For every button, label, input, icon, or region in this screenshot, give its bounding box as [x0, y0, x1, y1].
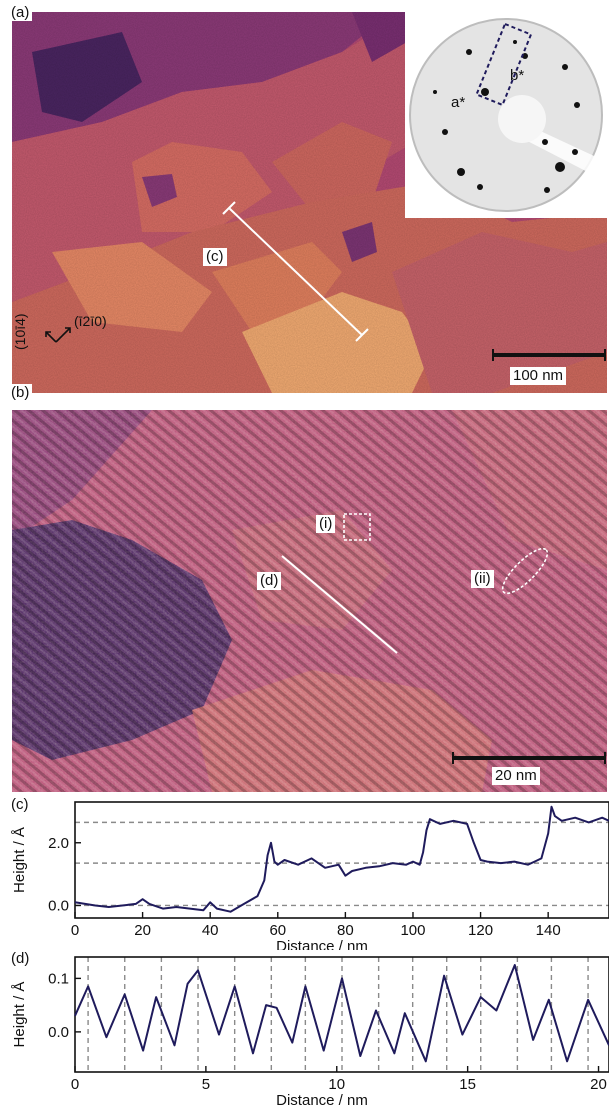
scale-bar-a: [492, 349, 606, 361]
stm-image-atomic: [12, 410, 607, 792]
height-profile-chart-d: 0 5 10 15 20 0.0 0.1 Distance / nm Height / Å: [11, 956, 609, 1107]
x-tick-label: 140: [536, 922, 561, 939]
series-line: [74, 964, 609, 1063]
scale-bar-b-label: 20 nm: [492, 767, 540, 785]
y-tick-label: 2.0: [48, 835, 69, 852]
plot-frame: [74, 801, 609, 919]
y-axis-title: Height / Å: [11, 827, 28, 893]
x-tick-label: 60: [269, 922, 286, 939]
x-tick-label: 40: [202, 922, 219, 939]
leed-inset: a* b*: [405, 12, 607, 218]
x-tick-label: 20: [590, 1076, 607, 1093]
marker-ii-label: (ii): [471, 570, 494, 588]
y-tick-label: 0.1: [48, 970, 69, 987]
y-tick-label: 0.0: [48, 897, 69, 914]
x-tick-label: 120: [468, 922, 493, 939]
panel-a: a* b* (a) (c) (10ī4) (ī2ī0) 100 nm: [0, 0, 609, 395]
line-d-label: (d): [257, 572, 282, 590]
stm-atomic-rows: [12, 410, 607, 792]
panel-a-label: (a): [8, 4, 33, 21]
scale-bar-b: [452, 752, 606, 764]
marker-i-label: (i): [316, 515, 336, 533]
line-c-label: (c): [203, 248, 227, 266]
x-tick-label: 80: [337, 922, 354, 939]
marker-i-box: [343, 513, 371, 541]
panel-d-label: (d): [8, 950, 33, 967]
leed-pattern: a* b*: [409, 18, 607, 212]
series-line: [74, 805, 609, 913]
scale-bar-a-label: 100 nm: [510, 367, 567, 385]
panel-b-label: (b): [8, 384, 33, 401]
x-tick-label: 15: [459, 1076, 476, 1093]
profile-line-d: [281, 555, 398, 654]
x-tick-label: 10: [328, 1076, 345, 1093]
direction-label-right: (ī2ī0): [74, 313, 107, 329]
height-profile-chart-c: 0 20 40 60 80 100 120 140 0.0 2.0 Distance / nm Hei…: [11, 801, 609, 950]
direction-label-left: (10ī4): [12, 313, 28, 350]
x-tick-label: 0: [71, 1076, 79, 1093]
x-tick-label: 20: [134, 922, 151, 939]
y-axis-title: Height / Å: [11, 982, 28, 1048]
y-tick-label: 0.0: [48, 1024, 69, 1041]
x-tick-label: 0: [71, 922, 79, 939]
x-tick-label: 5: [202, 1076, 210, 1093]
marker-ii-ellipse: [501, 547, 549, 595]
panel-b-overlays: [281, 513, 606, 764]
panel-c-label: (c): [8, 796, 32, 813]
panel-b: (b) (i) (ii) (d) 20 nm: [0, 380, 609, 795]
crystal-direction-arrows: [45, 327, 71, 343]
leed-selection-box: [475, 22, 533, 107]
x-tick-label: 100: [400, 922, 425, 939]
profile-line-c: [45, 201, 606, 361]
leed-b-label: b*: [510, 67, 524, 84]
leed-a-label: a*: [451, 94, 465, 111]
x-axis-title: Distance / nm: [276, 1092, 368, 1107]
x-axis-title: Distance / nm: [276, 938, 368, 950]
